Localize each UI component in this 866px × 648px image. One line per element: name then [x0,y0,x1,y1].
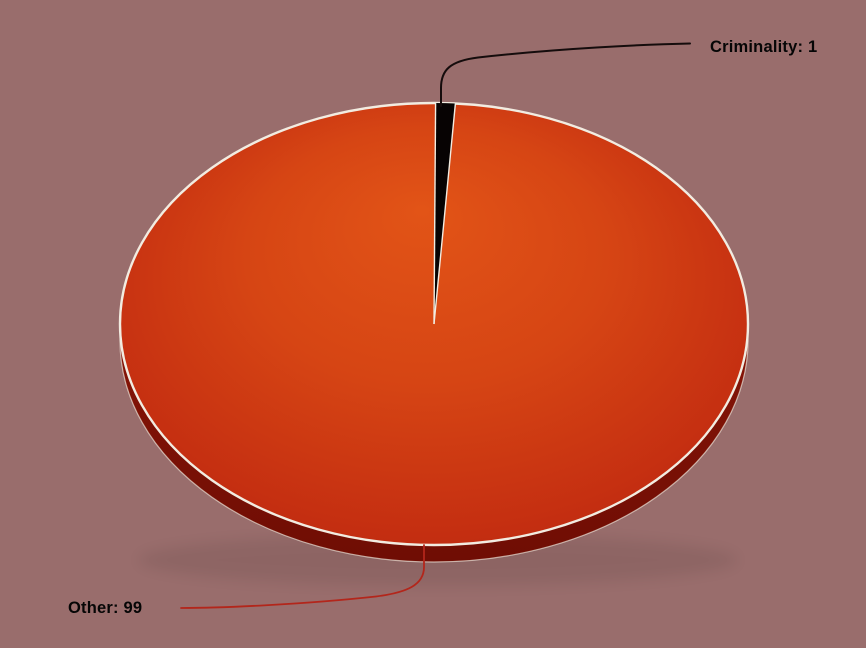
leader-line-criminality [440,42,691,107]
slice-label-other: Other: 99 [68,599,143,617]
slice-label-criminality: Criminality: 1 [710,38,818,56]
slice-separator-line [433,103,457,325]
leader-line-other [180,544,425,609]
slice-separator-line [433,102,437,325]
